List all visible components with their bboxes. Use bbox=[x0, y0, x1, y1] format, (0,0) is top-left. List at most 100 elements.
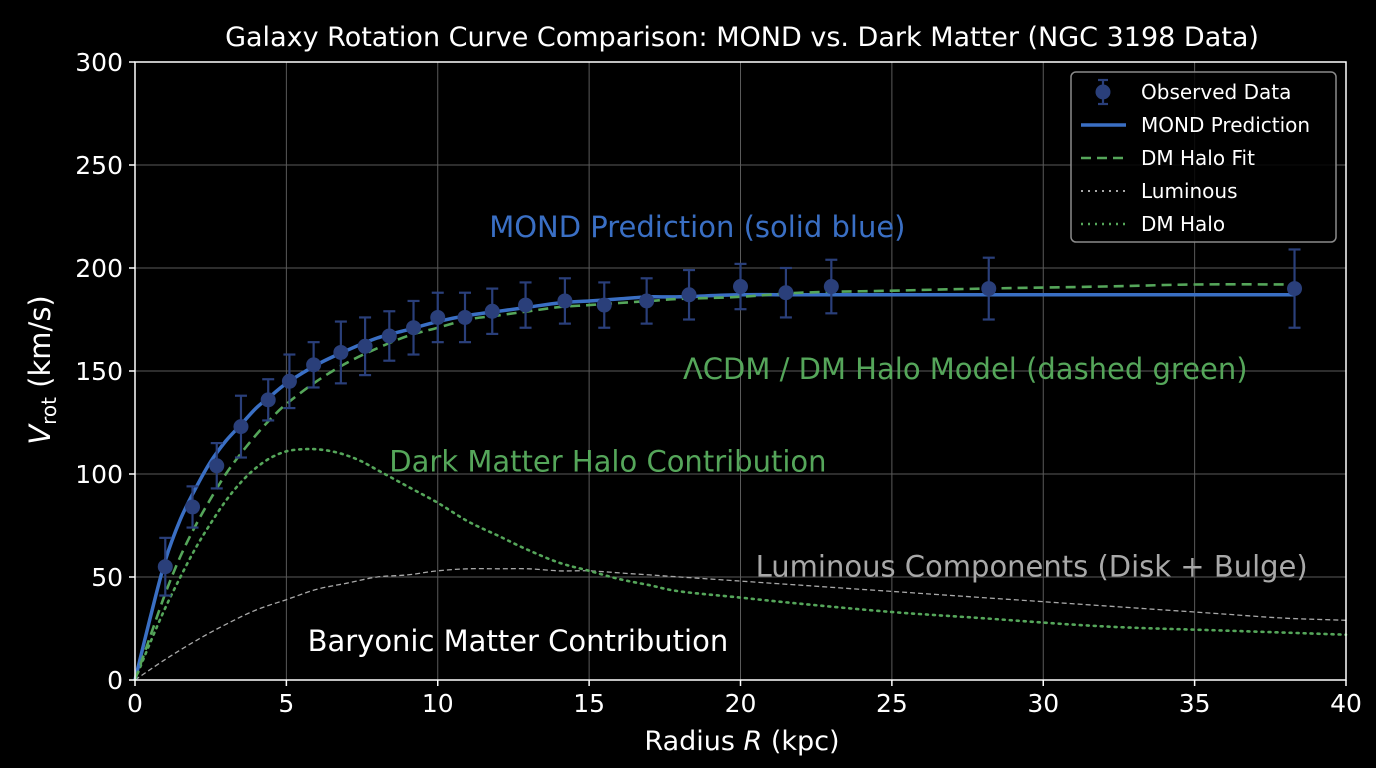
observed-point bbox=[209, 442, 225, 490]
observed-point bbox=[981, 256, 997, 321]
observed-marker bbox=[281, 373, 297, 389]
observed-marker bbox=[357, 338, 373, 354]
observed-marker bbox=[306, 357, 322, 373]
observed-marker bbox=[185, 499, 201, 515]
x-axis-label-suffix: (kpc) bbox=[762, 726, 839, 757]
x-tick-label: 5 bbox=[278, 689, 294, 718]
observed-marker bbox=[823, 279, 839, 295]
observed-marker bbox=[1287, 281, 1303, 297]
axis-ticks: 0 5 10 15 20 25 30 35 40 0 50 100 150 200 250 300 bbox=[75, 48, 1362, 718]
legend: Observed Data MOND Prediction DM Halo Fit L… bbox=[1070, 71, 1337, 243]
luminous-curve bbox=[134, 567, 1347, 681]
observed-point bbox=[681, 268, 697, 321]
y-axis-label-var: V bbox=[23, 423, 57, 445]
observed-marker bbox=[233, 419, 249, 435]
legend-box bbox=[1070, 71, 1337, 243]
observed-point bbox=[406, 299, 422, 356]
observed-marker bbox=[981, 281, 997, 297]
legend-swatch-marker bbox=[1095, 84, 1111, 100]
observed-data-series bbox=[157, 248, 1303, 597]
x-axis-label-var: R bbox=[744, 726, 763, 757]
observed-point bbox=[157, 536, 173, 597]
y-tick-label: 100 bbox=[75, 460, 123, 489]
observed-marker bbox=[557, 293, 573, 309]
observed-marker bbox=[260, 392, 276, 408]
legend-entry: DM Halo Fit bbox=[1081, 146, 1255, 170]
observed-point bbox=[430, 291, 446, 344]
observed-marker bbox=[333, 344, 349, 360]
legend-entry: Observed Data bbox=[1095, 78, 1291, 106]
observed-marker bbox=[681, 287, 697, 303]
observed-marker bbox=[209, 458, 225, 474]
x-tick-label: 35 bbox=[1179, 689, 1211, 718]
annotations: MOND Prediction (solid blue) ΛCDM / DM Ha… bbox=[308, 210, 1308, 658]
observed-point bbox=[381, 310, 397, 362]
observed-marker bbox=[457, 309, 473, 325]
y-tick-label: 50 bbox=[91, 563, 123, 592]
annotation-mond: MOND Prediction (solid blue) bbox=[489, 210, 905, 244]
mond-curve bbox=[133, 292, 1295, 681]
legend-label: Luminous bbox=[1141, 179, 1238, 203]
observed-point bbox=[457, 291, 473, 344]
observed-marker bbox=[406, 320, 422, 336]
y-axis-label: Vrot (km/s) bbox=[23, 295, 61, 445]
dm-fit-curve bbox=[133, 283, 1295, 681]
legend-label: DM Halo Fit bbox=[1141, 146, 1255, 170]
observed-point bbox=[306, 341, 322, 389]
observed-marker bbox=[778, 285, 794, 301]
observed-marker bbox=[430, 309, 446, 325]
observed-marker bbox=[484, 303, 500, 319]
observed-point bbox=[518, 281, 534, 329]
observed-marker bbox=[381, 328, 397, 344]
legend-label: DM Halo bbox=[1141, 212, 1225, 236]
annotation-luminous: Luminous Components (Disk + Bulge) bbox=[756, 550, 1308, 584]
observed-point bbox=[233, 394, 249, 459]
y-tick-label: 150 bbox=[75, 357, 123, 386]
x-tick-label: 15 bbox=[573, 689, 605, 718]
observed-point bbox=[281, 353, 297, 410]
y-axis-label-suffix: (km/s) bbox=[23, 295, 57, 397]
x-tick-label: 30 bbox=[1027, 689, 1059, 718]
observed-point bbox=[778, 266, 794, 319]
observed-point bbox=[596, 281, 612, 329]
x-axis-label-prefix: Radius bbox=[644, 726, 743, 757]
y-axis-label-sub: rot bbox=[37, 397, 61, 425]
observed-point bbox=[823, 258, 839, 315]
observed-point bbox=[484, 287, 500, 336]
x-axis-label: Radius R (kpc) bbox=[644, 726, 839, 757]
observed-point bbox=[733, 262, 748, 311]
observed-point bbox=[185, 485, 201, 529]
annotation-baryonic: Baryonic Matter Contribution bbox=[308, 624, 729, 658]
annotation-lcdm: ΛCDM / DM Halo Model (dashed green) bbox=[683, 352, 1248, 386]
legend-entry: DM Halo bbox=[1081, 212, 1225, 236]
observed-marker bbox=[157, 559, 173, 575]
observed-point bbox=[1287, 248, 1303, 329]
legend-label: Observed Data bbox=[1141, 80, 1291, 104]
chart-title: Galaxy Rotation Curve Comparison: MOND v… bbox=[225, 22, 1259, 53]
x-tick-label: 40 bbox=[1330, 689, 1362, 718]
legend-label: MOND Prediction bbox=[1141, 113, 1310, 137]
observed-point bbox=[557, 277, 573, 325]
y-tick-label: 300 bbox=[75, 48, 123, 77]
observed-point bbox=[357, 316, 373, 377]
y-tick-label: 200 bbox=[75, 254, 123, 283]
observed-point bbox=[639, 277, 655, 325]
x-tick-label: 10 bbox=[422, 689, 454, 718]
x-tick-label: 20 bbox=[725, 689, 757, 718]
observed-marker bbox=[639, 293, 655, 309]
observed-point bbox=[333, 320, 349, 385]
x-tick-label: 0 bbox=[127, 689, 143, 718]
x-tick-label: 25 bbox=[876, 689, 908, 718]
observed-point bbox=[260, 378, 276, 422]
observed-marker bbox=[596, 297, 612, 313]
legend-entry: Luminous bbox=[1081, 179, 1238, 203]
observed-marker bbox=[518, 297, 534, 313]
observed-marker bbox=[733, 279, 748, 295]
y-tick-label: 0 bbox=[107, 666, 123, 695]
y-tick-label: 250 bbox=[75, 151, 123, 180]
legend-entry: MOND Prediction bbox=[1081, 113, 1310, 137]
annotation-dmhalo: Dark Matter Halo Contribution bbox=[389, 445, 826, 479]
dm-halo-curve bbox=[133, 447, 1348, 682]
curves bbox=[133, 283, 1348, 682]
